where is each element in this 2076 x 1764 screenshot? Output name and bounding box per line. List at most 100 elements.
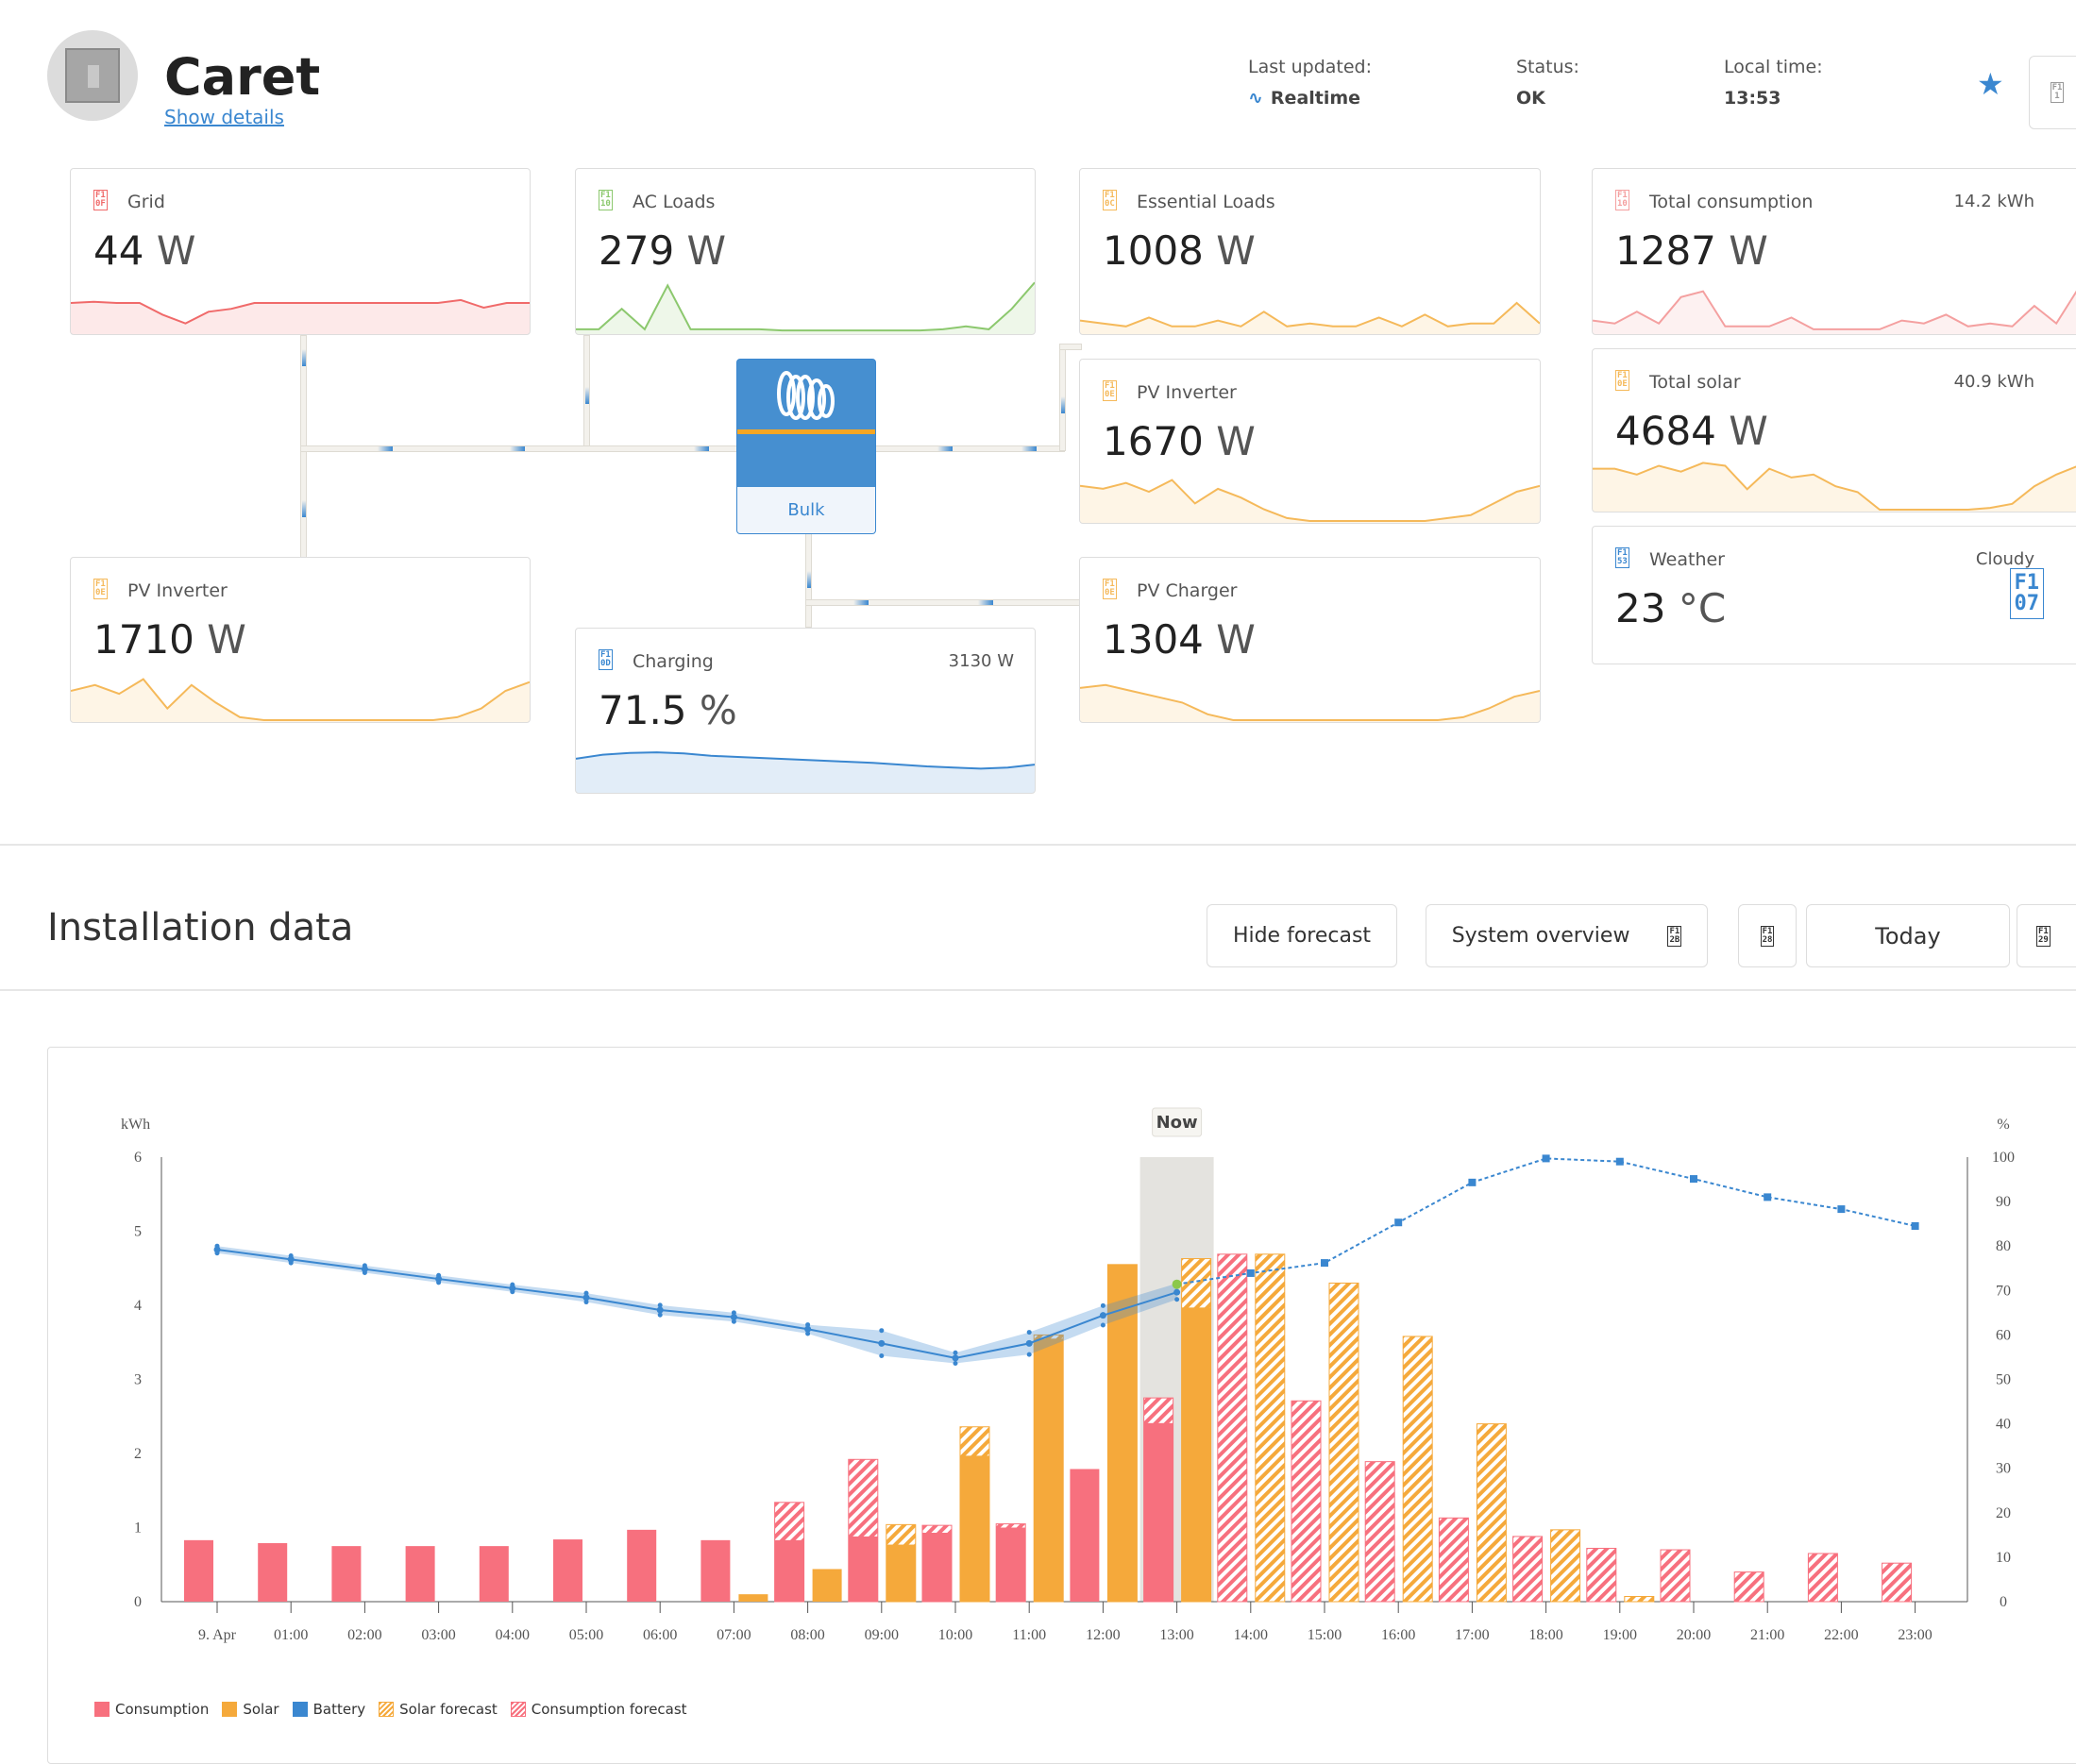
consumption-forecast-bar: [1660, 1549, 1691, 1603]
legend-item[interactable]: Battery: [292, 1701, 365, 1718]
x-tick-label: 13:00: [1159, 1627, 1193, 1643]
legend-label: Solar: [243, 1701, 279, 1718]
battery-low-point: [1174, 1297, 1180, 1302]
battery-point: [730, 1314, 737, 1321]
battery-low-point: [436, 1280, 442, 1285]
battery-current-point: [1172, 1279, 1182, 1289]
battery-high-point: [953, 1350, 958, 1355]
card-value: 1670 W: [1103, 418, 1256, 464]
value-unit: %: [699, 687, 737, 733]
y-tick-right: 90: [1996, 1194, 2011, 1210]
show-details-link[interactable]: Show details: [164, 106, 284, 128]
card-charging[interactable]: F1 0D Charging 3130 W 71.5 %: [575, 628, 1036, 794]
battery-point: [1025, 1339, 1033, 1347]
value-number: 1670: [1103, 418, 1204, 464]
weather-icon: F1 53: [1615, 547, 1629, 568]
battery-forecast-point: [1837, 1205, 1846, 1214]
battery-point: [435, 1275, 443, 1283]
legend-item[interactable]: Solar: [222, 1701, 279, 1718]
value-unit: W: [1216, 616, 1256, 663]
solar-bar: [1107, 1264, 1138, 1602]
card-total-consumption[interactable]: F1 10 Total consumption 14.2 kWh 1287 W: [1592, 168, 2076, 335]
chevron-right-icon: F1 29: [2036, 925, 2051, 947]
card-pv-charger[interactable]: F1 0E PV Charger 1304 W: [1079, 557, 1541, 723]
consumption-forecast-bar: [1291, 1400, 1322, 1603]
menu-button[interactable]: F1 1: [2029, 56, 2076, 129]
device-state: Bulk: [737, 487, 875, 533]
card-label: Essential Loads: [1137, 192, 1275, 212]
battery-low-point: [1100, 1322, 1106, 1328]
value-number: 23: [1615, 585, 1666, 631]
card-essential-loads[interactable]: F1 0C Essential Loads 1008 W: [1079, 168, 1541, 335]
consumption-bar: [627, 1529, 657, 1602]
consumption-bar: [258, 1542, 288, 1602]
consumption-forecast-bar: [1882, 1562, 1913, 1603]
flow-dot: [585, 387, 589, 404]
favorite-star-icon[interactable]: ★: [1977, 66, 2004, 102]
card-label: Total consumption: [1649, 192, 1814, 212]
battery-low-point: [657, 1312, 663, 1318]
flow-dot: [1061, 396, 1065, 413]
solar-forecast-bar: [1328, 1282, 1359, 1603]
next-day-button[interactable]: F1 29: [2017, 904, 2076, 967]
card-weather[interactable]: F1 53 Weather Cloudy 23 °C F1 07: [1592, 526, 2076, 664]
status-value: OK: [1516, 88, 1545, 109]
card-value: 4684 W: [1615, 408, 1768, 454]
card-label: PV Inverter: [1137, 382, 1237, 403]
battery-forecast-point: [1394, 1218, 1403, 1227]
today-button[interactable]: Today: [1806, 904, 2010, 967]
battery-point: [804, 1325, 812, 1333]
value-number: 279: [599, 227, 675, 274]
realtime-text: Realtime: [1270, 88, 1361, 109]
value-number: 1304: [1103, 616, 1204, 663]
battery-range-band: [217, 1246, 1177, 1364]
consumption-bar: [700, 1539, 731, 1602]
card-pv-inverter-left[interactable]: F1 0E PV Inverter 1710 W: [70, 557, 531, 723]
system-overview-dropdown[interactable]: System overview F1 2B: [1426, 904, 1708, 967]
x-tick-label: 10:00: [938, 1627, 972, 1643]
value-number: 4684: [1615, 408, 1716, 454]
flow-dot: [302, 349, 306, 366]
legend-item[interactable]: Consumption: [94, 1701, 209, 1718]
card-side-value: 3130 W: [948, 651, 1014, 671]
inverter-charger-device[interactable]: Bulk: [736, 359, 876, 534]
x-tick-label: 17:00: [1455, 1627, 1489, 1643]
battery-point: [582, 1294, 590, 1302]
legend-item[interactable]: Consumption forecast: [510, 1701, 687, 1718]
sparkline-line: [1080, 683, 1540, 721]
battery-high-point: [214, 1243, 220, 1249]
flow-dot: [378, 446, 393, 451]
hide-forecast-button[interactable]: Hide forecast: [1207, 904, 1397, 967]
solar-bar: [812, 1569, 842, 1602]
battery-point: [509, 1285, 516, 1292]
realtime-wave-icon: ∿: [1248, 88, 1263, 109]
card-label: Charging: [633, 651, 714, 672]
sparkline-line: [71, 678, 530, 721]
card-ac-loads[interactable]: F1 10 AC Loads 279 W: [575, 168, 1036, 335]
now-label-box: [1152, 1107, 1203, 1137]
legend-item[interactable]: Solar forecast: [379, 1701, 498, 1718]
pv-charger-icon: F1 0E: [1103, 579, 1117, 599]
card-value: 44 W: [93, 227, 195, 274]
value-number: 1287: [1615, 227, 1716, 274]
card-pv-inverter-right[interactable]: F1 0E PV Inverter 1670 W: [1079, 359, 1541, 524]
essential-loads-icon: F1 0C: [1103, 190, 1117, 210]
value-unit: W: [1216, 418, 1256, 464]
last-updated-label: Last updated:: [1248, 57, 1373, 77]
consumption-bar: [1070, 1469, 1100, 1602]
sparkline: [71, 678, 530, 722]
flow-dot: [510, 446, 525, 451]
brand-logo-icon: [777, 371, 835, 420]
y-tick-right: 40: [1996, 1417, 2011, 1433]
card-grid[interactable]: F1 0F Grid 44 W: [70, 168, 531, 335]
flow-dot: [853, 600, 869, 605]
calendar-button[interactable]: F1 28: [1738, 904, 1797, 967]
legend-swatch: [510, 1702, 526, 1717]
sparkline: [576, 281, 1035, 334]
card-total-solar[interactable]: F1 0E Total solar 40.9 kWh 4684 W: [1592, 348, 2076, 512]
y-tick-left: 5: [134, 1224, 142, 1240]
battery-forecast-line: [1176, 1157, 1916, 1285]
flow-dot: [694, 446, 709, 451]
hide-forecast-label: Hide forecast: [1232, 924, 1372, 948]
card-value: 23 °C: [1615, 585, 1726, 631]
